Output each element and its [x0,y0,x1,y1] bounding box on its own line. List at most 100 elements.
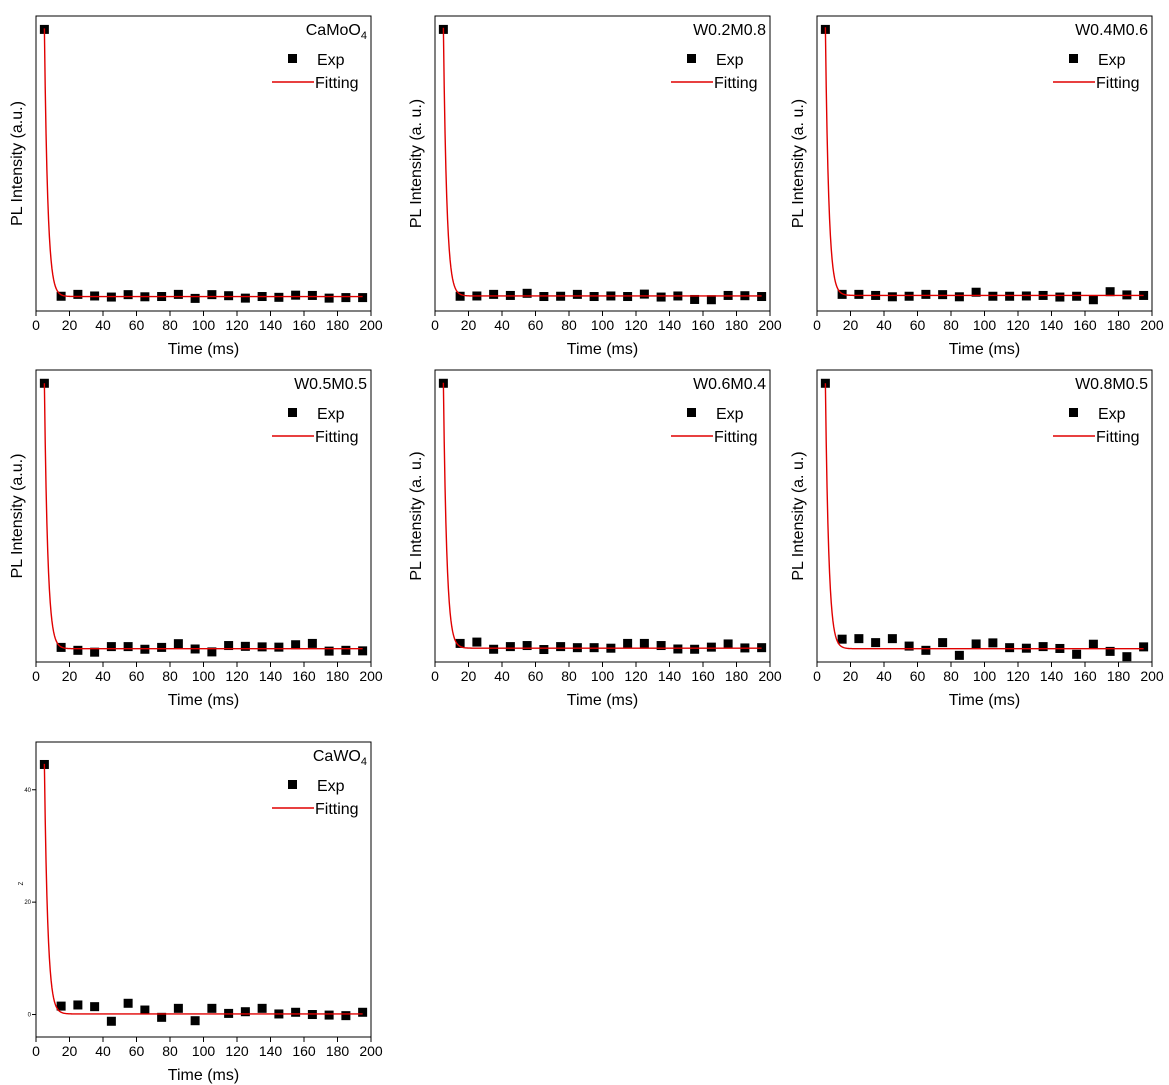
x-tick-label: 60 [129,317,145,333]
y-axis-label: PL Intensity (a. u.) [790,99,807,228]
x-tick-label: 0 [813,317,821,333]
fitting-curve [824,27,1144,297]
exp-data-point [971,287,981,297]
x-tick-label: 140 [658,668,682,684]
exp-data-point [274,642,284,652]
x-tick-label: 80 [561,668,577,684]
x-tick-label: 40 [494,668,510,684]
exp-data-point [358,293,368,303]
exp-data-point [324,293,334,303]
y-axis-label: PL Intensity (a.u.) [9,101,26,226]
fitting-curve [442,27,762,297]
exp-data-point [1122,652,1132,662]
exp-data-point [257,642,267,652]
exp-data-point [73,1000,83,1010]
x-tick-label: 20 [62,668,78,684]
x-tick-label: 200 [1140,668,1164,684]
x-axis-label: Time (ms) [567,692,638,709]
legend-exp-label: Exp [716,406,744,423]
exp-data-point [224,291,234,301]
exp-data-point [240,1007,250,1017]
chart-panel-4: 0 20 40 60 80 100 120 140 160 180 200 Time (ms) PL I… [9,369,383,709]
panel-label: W0.5M0.5 [294,376,367,393]
x-tick-label: 180 [725,668,749,684]
legend-exp-marker [288,780,297,789]
y-axis-label: PL Intensity (a. u.) [790,451,807,580]
x-tick-label: 20 [843,317,859,333]
exp-data-point [489,289,499,299]
x-tick-label: 20 [843,668,859,684]
x-tick-label: 0 [431,668,439,684]
panel-label-text: W0.4M0.6 [1075,22,1148,39]
panel-label: W0.2M0.8 [693,22,766,39]
x-tick-label: 0 [32,668,40,684]
exp-data-point [1005,291,1015,301]
exp-data-point [123,290,133,300]
x-tick-label: 40 [95,317,111,333]
y-axis-label: PL Intensity (a. u.) [408,99,425,228]
legend-fitting-label: Fitting [315,429,359,446]
exp-data-point [656,641,666,651]
x-tick-label: 180 [1107,317,1131,333]
x-axis-label: Time (ms) [949,341,1020,358]
x-tick-label: 80 [162,668,178,684]
x-axis-label: Time (ms) [168,1067,239,1084]
x-tick-label: 180 [326,317,350,333]
exp-data-point [871,638,881,648]
x-tick-label: 40 [876,668,892,684]
exp-data-point [324,646,334,656]
x-tick-label: 120 [624,317,648,333]
x-tick-label: 120 [624,668,648,684]
exp-data-point [73,289,83,299]
y-axis-label: PL Intensity (a.u.) [9,454,26,579]
exp-data-point [1088,639,1098,649]
x-tick-label: 140 [259,317,283,333]
exp-data-point [207,1003,217,1013]
x-tick-label: 180 [326,668,350,684]
x-tick-label: 200 [1140,317,1164,333]
legend-fitting-label: Fitting [714,429,758,446]
exp-data-point [291,290,301,300]
exp-data-point [106,642,116,652]
exp-data-point [522,641,532,651]
exp-data-point [190,1016,200,1026]
x-tick-label: 60 [129,1043,145,1059]
exp-data-point [274,292,284,302]
exp-data-point [73,645,83,655]
x-tick-label: 40 [95,1043,111,1059]
x-tick-label: 0 [431,317,439,333]
exp-data-point [56,291,66,301]
x-tick-label: 160 [292,668,316,684]
exp-data-point [723,639,733,649]
exp-data-point [639,638,649,648]
exp-data-point [690,294,700,304]
exp-data-point [307,638,317,648]
legend-fitting-label: Fitting [1096,75,1140,92]
legend-exp-label: Exp [1098,52,1126,69]
exp-data-point [240,641,250,651]
exp-data-point [572,289,582,299]
exp-data-point [904,641,914,651]
exp-data-point [341,293,351,303]
x-tick-label: 80 [162,317,178,333]
x-tick-label: 80 [561,317,577,333]
x-tick-label: 120 [225,1043,249,1059]
exp-data-point [904,291,914,301]
x-tick-label: 100 [192,668,216,684]
legend-exp-marker [687,54,696,63]
exp-data-point [623,638,633,648]
exp-data-point [539,645,549,655]
exp-data-point [173,289,183,299]
exp-data-point [90,1002,100,1012]
exp-data-point [341,645,351,655]
y-tick-label: 20 [24,900,31,906]
legend-fitting-label: Fitting [315,75,359,92]
x-tick-label: 120 [1006,668,1030,684]
exp-data-point [358,1007,368,1017]
exp-data-point [106,1016,116,1026]
exp-data-point [1105,287,1115,297]
legend-fitting-label: Fitting [315,801,359,818]
legend-exp-marker [1069,408,1078,417]
exp-data-point [505,642,515,652]
